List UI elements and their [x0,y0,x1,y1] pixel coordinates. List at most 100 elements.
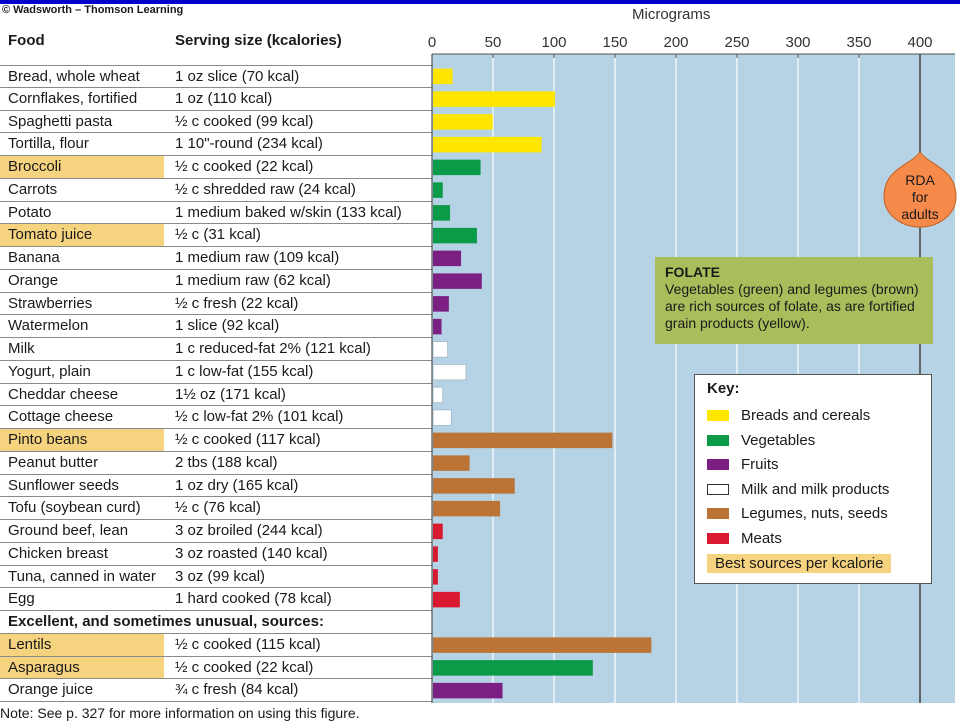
food-name: Egg [8,590,35,608]
food-name: Milk [8,340,35,357]
bar-peanut-butter [433,455,470,471]
key-swatch [707,410,729,421]
serving-column-header: Serving size (kcalories) [175,32,342,49]
x-tick-label-150: 150 [602,34,627,51]
food-name: Cottage cheese [8,408,114,426]
serving-size: 1 slice (92 kcal) [175,317,280,335]
folate-title: FOLATE [665,264,720,280]
serving-size: 1 c reduced-fat 2% (121 kcal) [175,340,371,357]
bar-carrots [433,182,443,198]
bar-chicken-breast [433,546,438,562]
table-row: Cottage cheese ½ c low-fat 2% (101 kcal) [0,406,432,429]
section-label: Excellent, and sometimes unusual, source… [8,613,324,630]
copyright-notice: © Wadsworth – Thomson Learning [2,4,184,16]
food-name: Potato [8,203,52,221]
legend-key: Key: Breads and cereals Vegetables Fruits M… [694,374,932,584]
bar-milk [432,341,449,358]
bar-tuna-canned-in-water [433,569,438,585]
bar-strawberries [433,296,449,312]
serving-size: ½ c cooked (22 kcal) [175,158,314,175]
x-tick-label-250: 250 [724,34,749,51]
bar-lentils [433,637,652,653]
table-row: Strawberries ½ c fresh (22 kcal) [0,293,432,316]
top-border [0,0,960,4]
key-label: Legumes, nuts, seeds [741,505,888,522]
food-name: Orange juice [8,681,94,699]
footnote: Note: See p. 327 for more information on… [0,705,360,721]
key-label: Meats [741,529,782,547]
bar-tofu-soybean-curd [433,500,501,517]
serving-size: ½ c (76 kcal) [175,499,261,517]
serving-size: 1 oz (110 kcal) [175,89,273,107]
bar-cornflakes-fortified [433,91,555,107]
key-swatch [707,508,729,519]
table-row: Orange juice ¾ c fresh (84 kcal) [0,679,432,702]
food-name: Ground beef, lean [8,522,129,539]
food-name: Asparagus [0,656,164,679]
serving-size: 1 medium baked w/skin (133 kcal) [175,203,402,221]
food-name: Pinto beans [0,429,164,451]
key-label: Breads and cereals [741,407,871,424]
serving-size: ½ c cooked (22 kcal) [175,658,314,676]
food-name: Broccoli [0,156,164,178]
table-row: Egg 1 hard cooked (78 kcal) [0,588,432,611]
bar-spaghetti-pasta [433,114,493,130]
serving-size: ½ c shredded raw (24 kcal) [175,180,356,198]
serving-size: ½ c cooked (99 kcal) [175,112,314,130]
key-swatch [707,459,729,470]
food-name: Banana [8,249,60,266]
x-tick-label-350: 350 [846,34,871,51]
key-title: Key: [707,380,740,397]
serving-size: 1 medium raw (62 kcal) [175,271,331,289]
rda-drop-marker [883,151,957,228]
key-best-sources: Best sources per kcalorie [707,554,892,573]
bar-egg [433,591,460,608]
table-row: Peanut butter 2 tbs (188 kcal) [0,452,432,475]
table-row: Banana 1 medium raw (109 kcal) [0,247,432,270]
table-row: Tuna, canned in water 3 oz (99 kcal) [0,566,432,589]
folate-description: Vegetables (green) and legumes (brown) a… [665,281,919,331]
serving-size: 1 oz dry (165 kcal) [175,476,299,494]
bar-asparagus [433,660,593,676]
x-tick-label-300: 300 [785,34,810,51]
table-row: Ground beef, lean 3 oz broiled (244 kcal) [0,520,432,543]
table-row: Spaghetti pasta ½ c cooked (99 kcal) [0,111,432,134]
serving-size: 3 oz roasted (140 kcal) [175,544,328,562]
food-name: Tortilla, flour [8,135,89,153]
serving-size: 1½ oz (171 kcal) [175,385,286,403]
serving-size: 3 oz (99 kcal) [175,567,266,585]
food-name: Watermelon [8,317,89,335]
bar-ground-beef-lean [433,523,443,540]
x-axis-title: Micrograms [632,6,711,23]
key-label: Fruits [741,456,779,473]
food-name: Tomato juice [0,224,164,246]
food-name: Peanut butter [8,453,99,471]
food-name: Lentils [0,633,164,656]
table-row: Carrots ½ c shredded raw (24 kcal) [0,179,432,202]
food-name: Chicken breast [8,544,109,562]
food-column-header: Food [8,32,45,49]
bar-banana [433,250,462,267]
table-row: Sunflower seeds 1 oz dry (165 kcal) [0,475,432,498]
food-name: Cheddar cheese [8,385,119,403]
serving-size: ½ c cooked (117 kcal) [175,431,321,448]
food-name: Carrots [8,180,58,198]
table-row: Tofu (soybean curd) ½ c (76 kcal) [0,497,432,520]
food-name: Yogurt, plain [8,362,91,380]
bar-sunflower-seeds [433,478,515,494]
serving-size: ½ c fresh (22 kcal) [175,294,299,312]
bar-tortilla-flour [433,136,542,153]
key-swatch [707,434,729,446]
serving-size: ½ c low-fat 2% (101 kcal) [175,408,344,426]
serving-size: 2 tbs (188 kcal) [175,453,278,471]
table-row: Cornflakes, fortified 1 oz (110 kcal) [0,88,432,111]
food-name: Spaghetti pasta [8,112,113,130]
table-row: Cheddar cheese 1½ oz (171 kcal) [0,384,432,407]
key-swatch [707,532,729,544]
food-name: Cornflakes, fortified [8,89,138,107]
key-label: Milk and milk products [741,480,890,498]
serving-size: 1 oz slice (70 kcal) [175,68,300,85]
bar-pinto-beans [433,432,613,449]
bar-potato [433,205,451,221]
